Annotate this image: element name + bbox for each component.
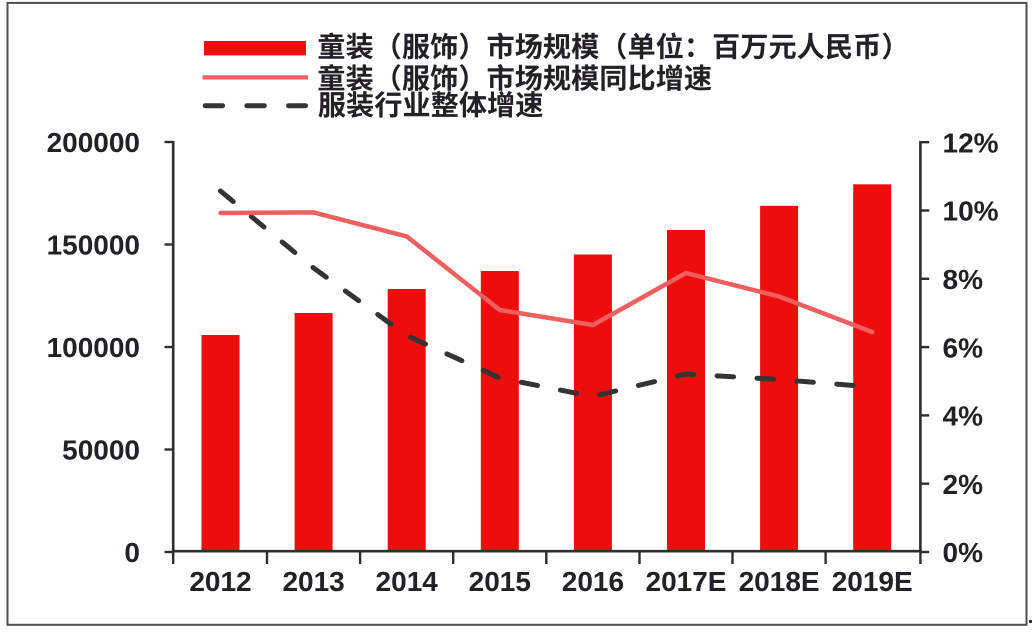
svg-text:50000: 50000 [62,435,140,466]
svg-text:2015: 2015 [469,566,531,597]
svg-text:2016: 2016 [562,566,624,597]
svg-text:2013: 2013 [282,566,344,597]
svg-text:0: 0 [124,537,140,568]
svg-text:2012: 2012 [189,566,251,597]
svg-text:2018E: 2018E [739,566,820,597]
svg-text:10%: 10% [943,196,999,227]
svg-text:4%: 4% [943,401,984,432]
svg-text:8%: 8% [943,264,984,295]
svg-text:0%: 0% [943,537,984,568]
svg-text:2%: 2% [943,469,984,500]
svg-text:200000: 200000 [47,127,140,158]
svg-text:2014: 2014 [376,566,439,597]
svg-text:150000: 150000 [47,230,140,261]
svg-text:2019E: 2019E [832,566,913,597]
svg-text:100000: 100000 [47,332,140,363]
svg-text:2017E: 2017E [646,566,727,597]
svg-text:12%: 12% [943,127,999,158]
svg-text:6%: 6% [943,332,984,363]
